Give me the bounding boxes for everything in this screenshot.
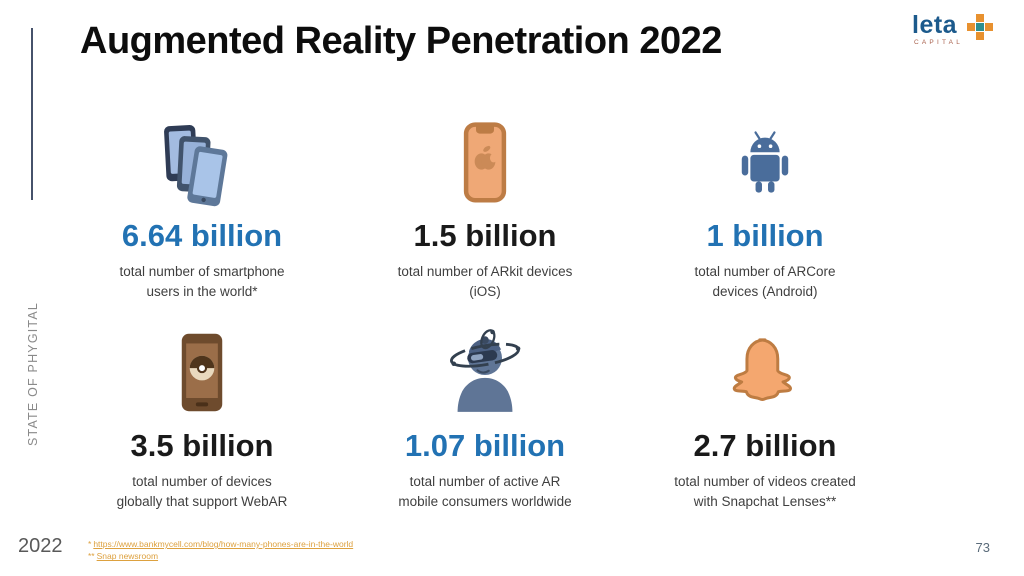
- footnotes: * https://www.bankmycell.com/blog/how-man…: [88, 538, 353, 563]
- stat-value: 1 billion: [706, 218, 824, 253]
- stat-caption: total number of active AR mobile consume…: [398, 474, 572, 510]
- stat-caption: total number of videos created with Snap…: [674, 474, 856, 510]
- stat-arcore-devices: 1 billion total number of ARCore devices…: [625, 116, 905, 303]
- android-icon: [625, 116, 905, 216]
- page-number: 73: [975, 540, 990, 555]
- footnote-marker: *: [88, 539, 92, 549]
- footnote-marker: **: [88, 551, 95, 562]
- logo-cross-icon: [967, 14, 994, 40]
- iphone-arkit-icon: [345, 116, 625, 216]
- stat-value: 1.07 billion: [404, 428, 566, 463]
- logo-subtext: CAPITAL: [914, 38, 964, 46]
- footnote-link-snap-newsroom[interactable]: Snap newsroom: [96, 551, 159, 562]
- stat-value: 2.7 billion: [693, 428, 837, 463]
- year-label: 2022: [18, 535, 63, 557]
- page-title: Augmented Reality Penetration 2022: [80, 20, 722, 62]
- stat-ar-consumers: 1.07 billion total number of active AR m…: [345, 326, 625, 513]
- smartphones-icon: [62, 116, 342, 216]
- webar-phone-icon: [62, 326, 342, 426]
- stat-caption: total number of ARkit devices (iOS): [397, 264, 573, 300]
- stat-arkit-devices: 1.5 billion total number of ARkit device…: [345, 116, 625, 303]
- side-label-state-of-phygital: STATE OF PHYGITAL: [26, 301, 40, 446]
- stat-caption: total number of ARCore devices (Android): [694, 264, 836, 300]
- leta-capital-logo: leta CAPITAL: [912, 11, 1008, 46]
- stat-smartphone-users: 6.64 billion total number of smartphone …: [62, 116, 342, 303]
- ar-headset-person-icon: [345, 326, 625, 426]
- stat-snapchat-videos: 2.7 billion total number of videos creat…: [625, 326, 905, 513]
- logo-wordmark: leta: [912, 11, 958, 39]
- footnote-link-bankmycell[interactable]: https://www.bankmycell.com/blog/how-many…: [93, 539, 354, 549]
- title-accent-rule: [31, 28, 33, 200]
- stat-webar-devices: 3.5 billion total number of devices glob…: [62, 326, 342, 513]
- stat-value: 3.5 billion: [130, 428, 274, 463]
- stat-caption: total number of devices globally that su…: [116, 474, 288, 510]
- stat-value: 6.64 billion: [121, 218, 283, 253]
- stat-value: 1.5 billion: [413, 218, 557, 253]
- snapchat-ghost-icon: [625, 326, 905, 426]
- stat-caption: total number of smartphone users in the …: [119, 264, 285, 300]
